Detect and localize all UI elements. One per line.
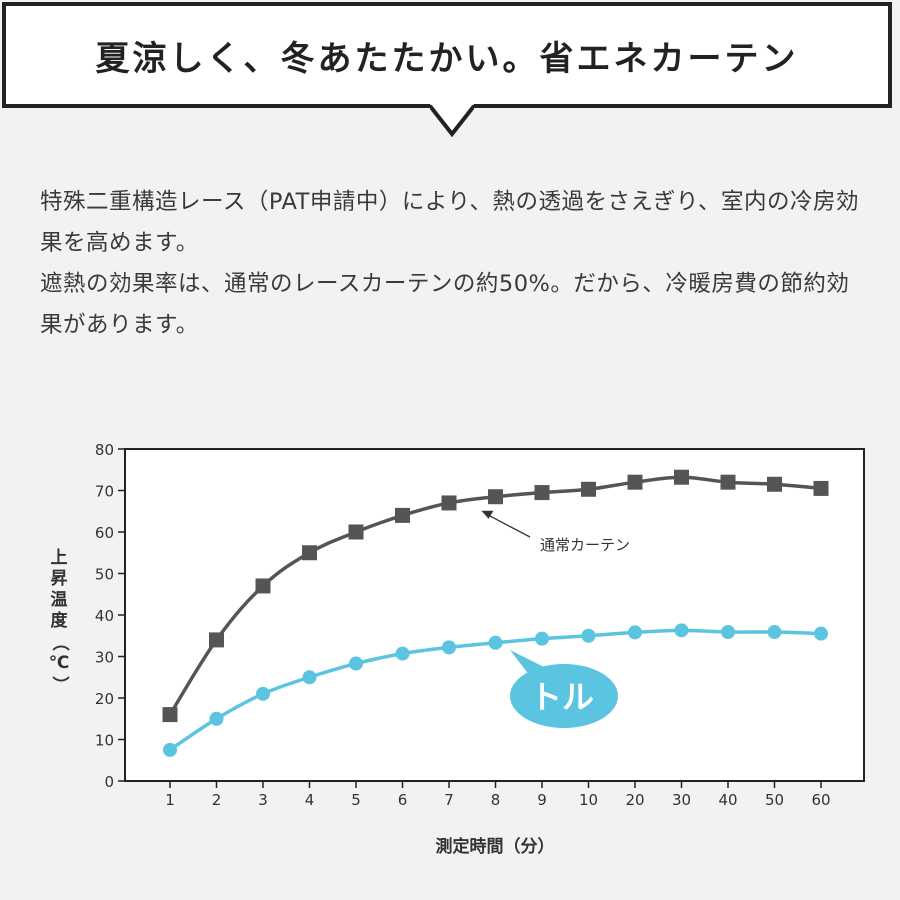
x-tick-label: 50 (765, 791, 784, 809)
data-point-square (720, 474, 736, 490)
data-point-circle (163, 742, 177, 757)
y-axis-title-char: ） (49, 676, 70, 693)
temperature-chart: 0 10 20 30 40 50 60 70 80 1 2 3 4 5 6 7 8 9 10 20 30 40 50 60 通常… (95, 441, 865, 809)
data-point-square (395, 507, 410, 523)
x-tick-label: 10 (579, 791, 598, 809)
x-tick-label: 7 (444, 791, 454, 809)
y-tick-label: 50 (95, 566, 114, 584)
x-tick-label: 5 (351, 791, 361, 809)
y-axis-title-char: 昇 (50, 569, 68, 589)
data-point-circle (535, 631, 549, 646)
data-point-circle (302, 670, 317, 685)
data-point-square (767, 476, 782, 492)
data-point-square (162, 707, 178, 723)
series-bubble-label: トル (530, 678, 594, 716)
annotation-label: 通常カーテン (540, 536, 630, 554)
plot-area (124, 448, 865, 782)
x-tick-label: 9 (537, 791, 547, 809)
y-axis-title-char: 上 (50, 548, 68, 568)
data-point-square (255, 578, 271, 594)
data-point-circle (767, 625, 782, 640)
data-point-circle (581, 628, 596, 643)
data-point-square (441, 495, 457, 511)
description: 特殊二重構造レース（PAT申請中）により、熱の透過をさえぎり、室内の冷房効果を高… (40, 182, 870, 346)
y-axis-title-char: （ (49, 634, 70, 651)
description-paragraph-1: 特殊二重構造レース（PAT申請中）により、熱の透過をさえぎり、室内の冷房効果を高… (40, 189, 859, 256)
annotation-arrow (487, 514, 531, 538)
data-point-square (627, 474, 643, 490)
data-point-circle (628, 625, 642, 640)
data-point-square (302, 545, 317, 561)
y-tick-label: 60 (95, 524, 114, 542)
x-tick-label: 20 (625, 791, 644, 809)
data-point-square (534, 485, 550, 501)
headline: 夏涼しく、冬あたたかい。省エネカーテン (95, 38, 799, 79)
x-tick-label: 60 (811, 791, 830, 809)
x-tick-label: 2 (212, 791, 222, 809)
y-tick-label: 80 (95, 441, 114, 459)
series-bubble-tail (510, 650, 546, 676)
x-tick-label: 1 (165, 791, 175, 809)
data-point-square (813, 480, 829, 496)
data-point-circle (395, 646, 410, 661)
x-tick-label: 8 (491, 791, 501, 809)
data-point-square (488, 489, 503, 505)
data-point-circle (209, 711, 224, 726)
annotation-arrowhead (481, 510, 494, 519)
y-tick-label: 20 (95, 690, 114, 708)
y-axis-title-char: 度 (50, 611, 68, 631)
y-axis-title: 上昇温度 （ ℃ ） (44, 548, 74, 695)
data-point-square (209, 632, 224, 648)
data-point-circle (349, 656, 363, 671)
y-tick-label: 0 (104, 773, 114, 791)
speech-pointer (430, 104, 474, 138)
y-axis-title-char: ℃ (48, 653, 70, 673)
y-tick-label: 70 (95, 483, 114, 501)
x-tick-label: 3 (258, 791, 268, 809)
x-tick-label: 4 (305, 791, 315, 809)
x-tick-label: 40 (718, 791, 737, 809)
data-point-circle (674, 623, 689, 638)
x-axis-title: 測定時間（分） (435, 837, 555, 857)
y-axis-title-char: 温 (50, 590, 68, 610)
data-point-square (348, 524, 364, 540)
data-point-circle (814, 626, 828, 641)
data-point-circle (721, 625, 735, 640)
y-tick-label: 40 (95, 607, 114, 625)
data-point-circle (488, 635, 503, 650)
series-bubble (510, 664, 618, 728)
y-tick-label: 30 (95, 649, 114, 667)
description-paragraph-2: 遮熱の効果率は、通常のレースカーテンの約50%。だから、冷暖房費の節約効果があり… (40, 271, 850, 338)
x-tick-label: 30 (672, 791, 691, 809)
data-point-square (674, 469, 689, 485)
x-tick-label: 6 (398, 791, 408, 809)
y-tick-label: 10 (95, 732, 114, 750)
headline-box: 夏涼しく、冬あたたかい。省エネカーテン (2, 2, 892, 108)
data-point-square (581, 481, 596, 497)
data-point-circle (442, 640, 456, 655)
data-point-circle (256, 686, 270, 701)
